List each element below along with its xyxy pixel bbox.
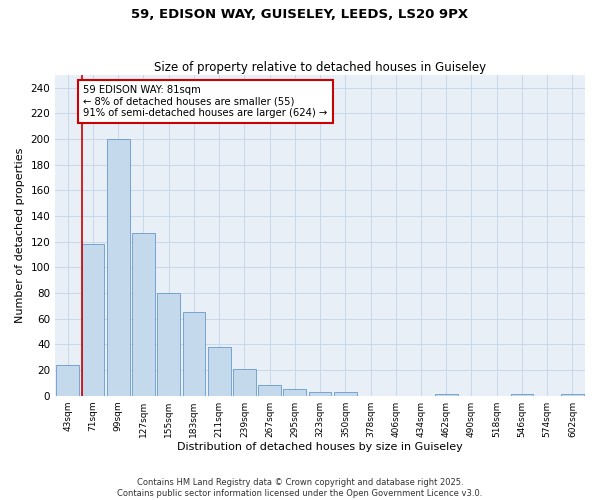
Bar xyxy=(435,394,458,396)
Text: 59 EDISON WAY: 81sqm
← 8% of detached houses are smaller (55)
91% of semi-detach: 59 EDISON WAY: 81sqm ← 8% of detached ho… xyxy=(83,85,328,118)
Bar xyxy=(283,390,306,396)
Title: Size of property relative to detached houses in Guiseley: Size of property relative to detached ho… xyxy=(154,60,486,74)
Bar xyxy=(82,244,104,396)
Bar xyxy=(56,365,79,396)
Bar xyxy=(208,347,230,396)
Text: 59, EDISON WAY, GUISELEY, LEEDS, LS20 9PX: 59, EDISON WAY, GUISELEY, LEEDS, LS20 9P… xyxy=(131,8,469,20)
Bar xyxy=(107,139,130,396)
X-axis label: Distribution of detached houses by size in Guiseley: Distribution of detached houses by size … xyxy=(177,442,463,452)
Bar xyxy=(258,386,281,396)
Bar xyxy=(157,293,180,396)
Bar xyxy=(511,394,533,396)
Bar xyxy=(132,232,155,396)
Bar xyxy=(182,312,205,396)
Bar xyxy=(233,368,256,396)
Bar xyxy=(561,394,584,396)
Bar xyxy=(309,392,331,396)
Y-axis label: Number of detached properties: Number of detached properties xyxy=(15,148,25,323)
Bar xyxy=(334,392,356,396)
Text: Contains HM Land Registry data © Crown copyright and database right 2025.
Contai: Contains HM Land Registry data © Crown c… xyxy=(118,478,482,498)
